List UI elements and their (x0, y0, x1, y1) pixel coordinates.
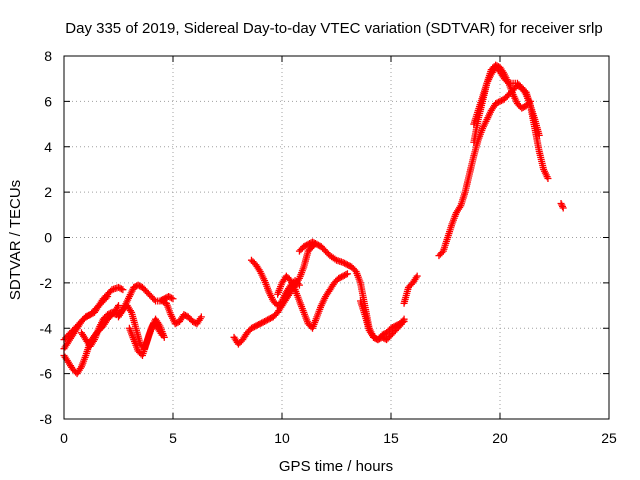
y-tick-label: 4 (44, 139, 52, 155)
series-s6 (125, 315, 168, 359)
y-tick-label: -2 (40, 275, 53, 291)
data-point (197, 313, 205, 321)
data-point (168, 294, 176, 302)
series-s3 (60, 292, 112, 353)
series-s7 (158, 297, 205, 328)
data-points (60, 61, 567, 378)
x-tick-label: 10 (274, 430, 290, 446)
y-tick-label: 8 (44, 48, 52, 64)
data-point (559, 204, 567, 212)
x-tick-label: 20 (492, 430, 508, 446)
x-tick-label: 0 (60, 430, 68, 446)
series-s13 (400, 272, 421, 307)
data-point (160, 333, 168, 341)
y-tick-label: -6 (40, 366, 53, 382)
y-axis-label: SDTVAR / TECUs (7, 180, 24, 300)
y-tick-label: -8 (40, 411, 53, 427)
chart-title: Day 335 of 2019, Sidereal Day-to-day VTE… (65, 20, 602, 37)
data-point (413, 272, 421, 280)
series-s10 (274, 270, 351, 332)
x-tick-label: 25 (601, 430, 617, 446)
data-point (558, 201, 566, 209)
data-point (150, 296, 158, 304)
data-point (119, 286, 127, 294)
y-tick-label: 2 (44, 184, 52, 200)
data-point (544, 175, 552, 183)
data-point (400, 317, 408, 325)
y-tick-labels: -8 -6 -4 -2 0 2 4 6 8 (40, 48, 53, 427)
x-tick-labels: 0 5 10 15 20 25 (60, 430, 617, 446)
series-s16 (470, 63, 543, 139)
data-point (102, 294, 110, 302)
data-point (104, 292, 112, 300)
data-point (342, 271, 350, 279)
x-axis-label: GPS time / hours (279, 458, 393, 475)
data-point (295, 281, 303, 289)
data-point (535, 131, 543, 139)
data-point (117, 285, 125, 293)
series-s12 (356, 297, 408, 344)
data-point (557, 199, 565, 207)
x-tick-label: 5 (169, 430, 177, 446)
y-tick-label: 6 (44, 93, 52, 109)
data-point (558, 202, 566, 210)
x-tick-label: 15 (383, 430, 399, 446)
plot-frame (63, 55, 610, 420)
y-tick-label: -4 (40, 320, 53, 336)
series-s17 (557, 199, 567, 212)
y-tick-label: 0 (44, 230, 52, 246)
data-point (169, 295, 177, 303)
data-point (115, 302, 122, 310)
data-point (343, 270, 351, 278)
data-point (399, 318, 407, 326)
data-point (503, 78, 511, 86)
